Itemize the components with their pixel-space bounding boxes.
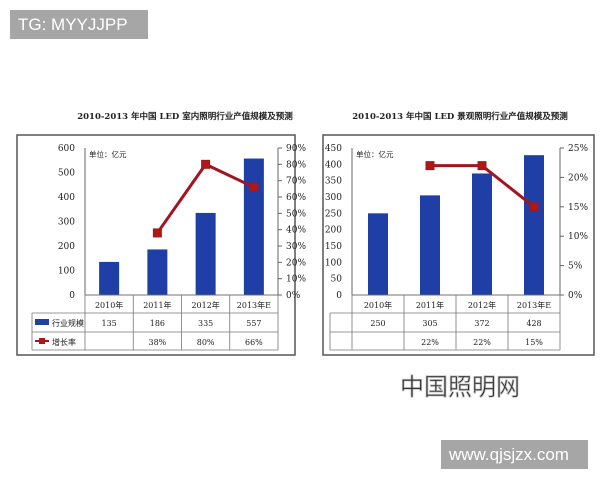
y-right-tick-label: 80% bbox=[286, 160, 306, 170]
y-left-tick-label: 450 bbox=[325, 144, 342, 154]
x-tick-label: 2010年 bbox=[364, 300, 392, 310]
bar bbox=[195, 212, 216, 295]
bar-data-label: 186 bbox=[150, 319, 165, 328]
y-left-tick-label: 400 bbox=[58, 193, 75, 203]
bar bbox=[147, 249, 168, 295]
y-right-tick-label: 70% bbox=[286, 177, 306, 187]
bar-data-label: 335 bbox=[198, 319, 213, 328]
y-left-tick-label: 500 bbox=[58, 169, 75, 179]
bar-data-label: 557 bbox=[246, 319, 261, 328]
line-data-label: 38% bbox=[148, 338, 166, 347]
y-left-tick-label: 350 bbox=[325, 177, 342, 187]
x-tick-label: 2013年E bbox=[517, 300, 551, 310]
y-left-tick-label: 400 bbox=[325, 160, 342, 170]
growth-marker bbox=[201, 159, 211, 169]
y-left-tick-label: 0 bbox=[336, 291, 342, 301]
growth-marker bbox=[249, 182, 259, 192]
x-tick-label: 2012年 bbox=[191, 300, 219, 310]
bar-data-label: 250 bbox=[370, 319, 385, 328]
y-left-tick-label: 300 bbox=[325, 193, 342, 203]
legend-bar-swatch bbox=[35, 319, 49, 325]
legend-label: 增长率 bbox=[52, 337, 76, 347]
line-data-label: 15% bbox=[525, 338, 543, 347]
chart-2: 2010-2013 年中国 LED 景观照明行业产值规模及预测 0 50 100 150… bbox=[322, 111, 595, 356]
y-left-tick-label: 300 bbox=[58, 218, 75, 228]
bar bbox=[99, 261, 120, 295]
y-left-tick-label: 200 bbox=[58, 242, 75, 252]
y-left-tick-label: 100 bbox=[325, 258, 342, 268]
y-left-tick-label: 200 bbox=[325, 226, 342, 236]
y-right-tick-label: 50% bbox=[286, 209, 306, 219]
tg-label: TG: MYYJJPP bbox=[10, 10, 148, 39]
bar bbox=[524, 155, 544, 295]
site-watermark: www.qjsjzx.com bbox=[441, 440, 588, 469]
bar-data-label: 135 bbox=[101, 319, 116, 328]
line-data-label: 22% bbox=[473, 338, 491, 347]
x-tick-label: 2011年 bbox=[143, 300, 171, 310]
y-right-tick-label: 20% bbox=[286, 258, 306, 268]
growth-marker bbox=[477, 161, 487, 171]
unit-label: 单位：亿元 bbox=[356, 149, 394, 159]
bar bbox=[420, 195, 440, 295]
line-data-label: 22% bbox=[421, 338, 439, 347]
y-right-tick-label: 15% bbox=[568, 203, 588, 213]
y-right-tick-label: 25% bbox=[568, 144, 588, 154]
y-right-tick-label: 10% bbox=[286, 275, 306, 285]
y-right-tick-label: 20% bbox=[568, 173, 588, 183]
bar bbox=[472, 173, 492, 295]
growth-marker bbox=[425, 161, 435, 171]
bar-data-label: 305 bbox=[422, 319, 437, 328]
watermark-text: 中国照明网 bbox=[400, 373, 520, 401]
chart-title: 2010-2013 年中国 LED 景观照明行业产值规模及预测 bbox=[352, 111, 568, 122]
y-right-tick-label: 30% bbox=[286, 242, 306, 252]
chart-frame bbox=[322, 134, 595, 356]
chart-1: 2010-2013 年中国 LED 室内照明行业产值规模及预测 0 100 200 30… bbox=[16, 111, 306, 356]
x-tick-label: 2013年E bbox=[237, 300, 271, 310]
y-right-tick-label: 90% bbox=[286, 144, 306, 154]
y-left-tick-label: 50 bbox=[331, 275, 343, 285]
y-left-tick-label: 250 bbox=[325, 209, 342, 219]
y-right-tick-label: 10% bbox=[568, 232, 588, 242]
growth-marker bbox=[529, 202, 539, 212]
bar-data-label: 428 bbox=[526, 319, 541, 328]
line-data-label: 66% bbox=[245, 338, 263, 347]
bar bbox=[368, 213, 388, 295]
y-right-tick-label: 0% bbox=[286, 291, 301, 301]
y-left-tick-label: 600 bbox=[58, 144, 75, 154]
y-right-tick-label: 0% bbox=[568, 291, 583, 301]
bar-data-label: 372 bbox=[474, 319, 489, 328]
legend-label: 行业规模 bbox=[52, 318, 84, 328]
line-data-label: 80% bbox=[197, 338, 215, 347]
y-left-tick-label: 150 bbox=[325, 242, 342, 252]
x-tick-label: 2012年 bbox=[468, 300, 496, 310]
growth-marker bbox=[152, 228, 162, 238]
unit-label: 单位：亿元 bbox=[89, 149, 127, 159]
x-tick-label: 2010年 bbox=[95, 300, 123, 310]
y-right-tick-label: 40% bbox=[286, 226, 306, 236]
y-right-tick-label: 5% bbox=[568, 262, 583, 272]
chart-title: 2010-2013 年中国 LED 室内照明行业产值规模及预测 bbox=[77, 111, 293, 122]
y-left-tick-label: 0 bbox=[69, 291, 75, 301]
y-left-tick-label: 100 bbox=[58, 267, 75, 277]
bar bbox=[243, 158, 264, 295]
legend-marker bbox=[39, 338, 45, 344]
x-tick-label: 2011年 bbox=[416, 300, 444, 310]
y-right-tick-label: 60% bbox=[286, 193, 306, 203]
